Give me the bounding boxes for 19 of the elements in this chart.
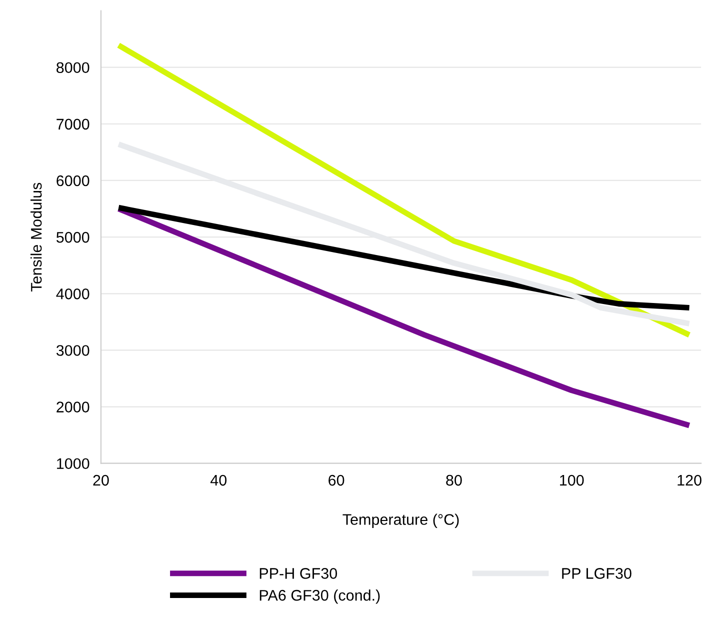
- x-tick-label: 40: [210, 474, 227, 486]
- legend-label: PP-H GF30: [260, 568, 338, 579]
- y-tick-label: 1000: [57, 458, 90, 470]
- x-axis-title: Temperature (°C): [342, 514, 459, 528]
- x-tick-label: 20: [93, 474, 109, 486]
- x-tick-label: 80: [446, 474, 462, 486]
- y-tick-label: 7000: [56, 118, 90, 130]
- legend-label: PP LGF30: [562, 568, 632, 579]
- y-tick-label: 5000: [56, 232, 90, 243]
- y-tick-label: 4000: [56, 288, 90, 300]
- x-tick-label: 60: [328, 474, 344, 486]
- legend-label: PA6 GF30 (cond.): [260, 590, 380, 604]
- y-axis-title: Tensile Modulus: [30, 182, 42, 292]
- y-tick-label: 3000: [56, 345, 90, 356]
- y-tick-label: 6000: [56, 175, 90, 186]
- y-tick-label: 8000: [56, 62, 90, 74]
- x-tick-label: 100: [560, 474, 584, 486]
- y-tick-label: 2000: [56, 402, 90, 412]
- x-tick-label: 120: [678, 474, 702, 486]
